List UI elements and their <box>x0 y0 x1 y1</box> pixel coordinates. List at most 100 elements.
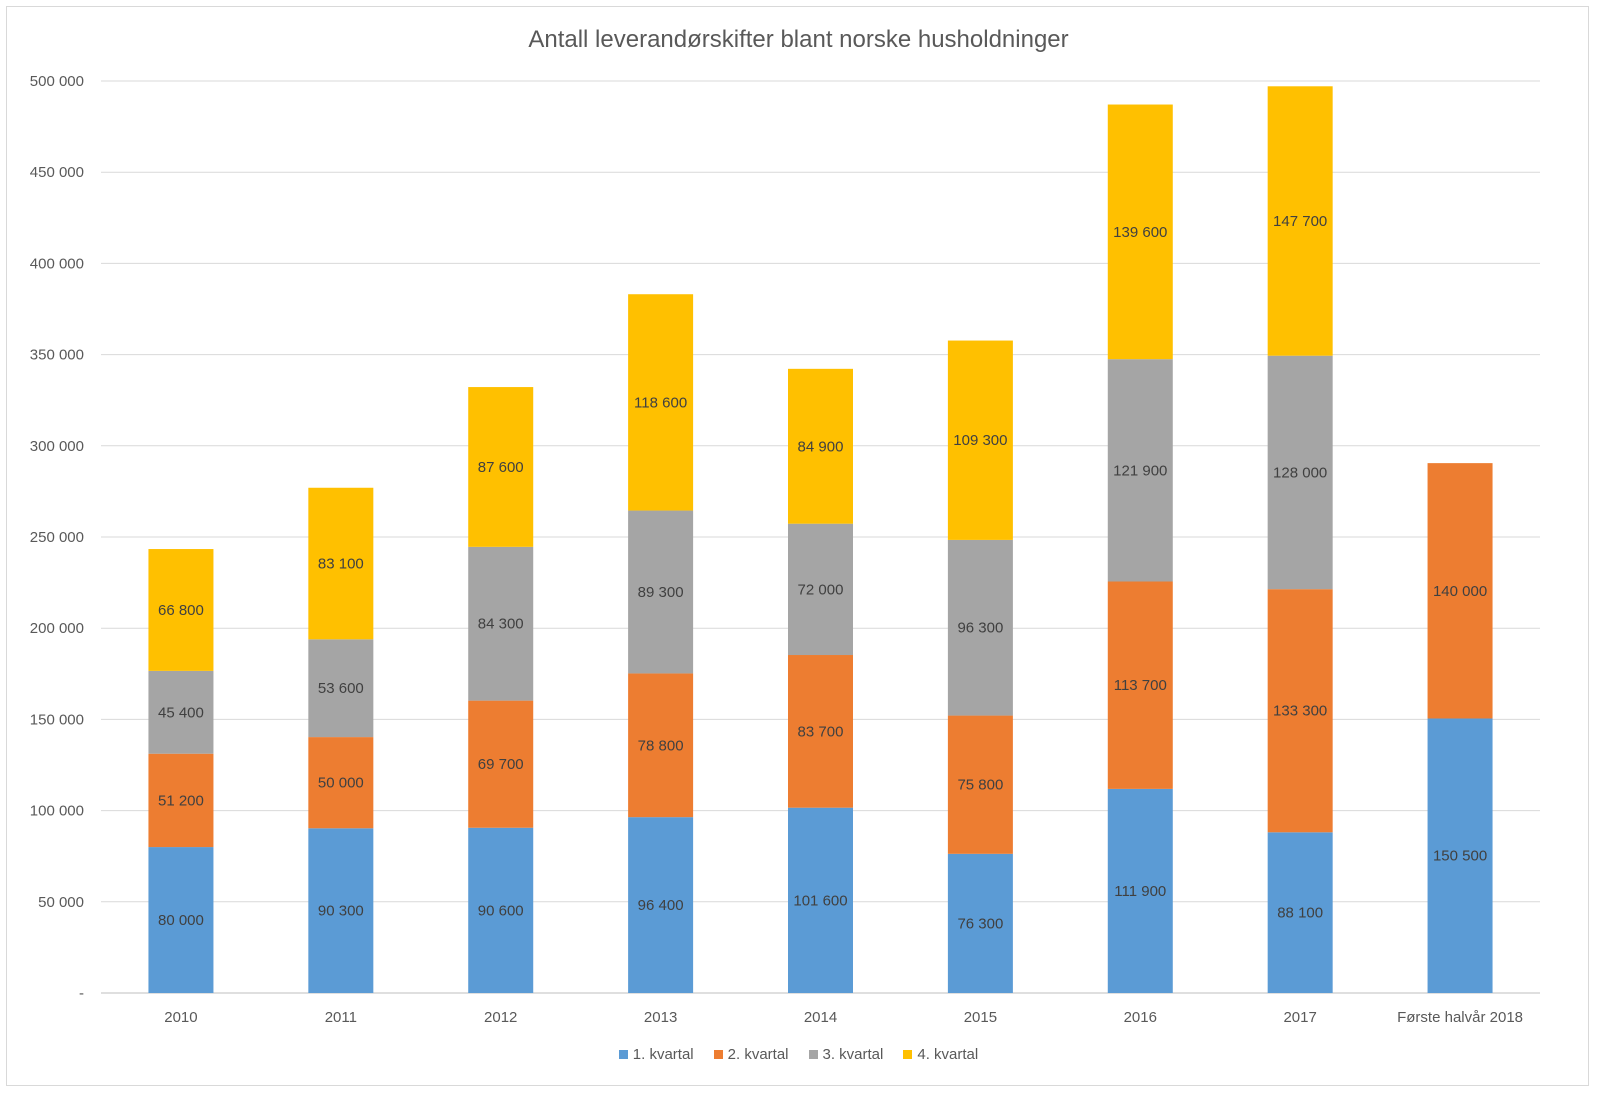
x-tick-label: 2010 <box>164 1009 197 1026</box>
legend-item: 2. kvartal <box>713 1046 789 1063</box>
data-label: 51 200 <box>158 792 204 809</box>
legend-item: 1. kvartal <box>618 1046 694 1063</box>
bar-3-kvartal <box>1267 355 1333 590</box>
bar-1-kvartal <box>308 828 374 993</box>
y-tick-label: 400 000 <box>30 255 84 272</box>
data-label: 72 000 <box>798 581 844 598</box>
data-label: 45 400 <box>158 704 204 721</box>
data-label: 121 900 <box>1113 462 1167 479</box>
y-tick-label: 250 000 <box>30 529 84 546</box>
data-label: 150 500 <box>1433 848 1487 865</box>
data-label: 84 900 <box>798 438 844 455</box>
y-tick-label: 500 000 <box>30 73 84 90</box>
bar-4-kvartal <box>1107 104 1173 360</box>
data-label: 53 600 <box>318 680 364 697</box>
bar-2-kvartal <box>1107 581 1173 789</box>
data-label: 101 600 <box>793 892 847 909</box>
data-label: 96 400 <box>638 897 684 914</box>
bar-2-kvartal <box>148 753 214 848</box>
x-tick-label: 2013 <box>644 1009 677 1026</box>
bar-3-kvartal <box>1107 359 1173 582</box>
data-label: 76 300 <box>957 915 1003 932</box>
bar-4-kvartal <box>788 368 853 524</box>
bar-4-kvartal <box>947 340 1013 540</box>
data-label: 75 800 <box>957 777 1003 794</box>
data-label: 83 700 <box>798 723 844 740</box>
bar-4-kvartal <box>308 487 374 640</box>
data-label: 69 700 <box>478 756 524 773</box>
bar-4-kvartal <box>1267 86 1333 356</box>
data-label: 89 300 <box>638 584 684 601</box>
data-label: 133 300 <box>1273 703 1327 720</box>
data-label: 113 700 <box>1114 677 1167 694</box>
legend-swatch <box>618 1050 628 1059</box>
bar-4-kvartal <box>468 387 534 547</box>
legend-label: 2. kvartal <box>727 1046 789 1063</box>
bar-4-kvartal <box>628 294 694 511</box>
x-tick-label: Første halvår 2018 <box>1397 1009 1523 1026</box>
bar-3-kvartal <box>148 670 214 754</box>
bar-4-kvartal <box>148 549 214 671</box>
data-label: 128 000 <box>1273 464 1327 481</box>
data-label: 66 800 <box>158 602 204 619</box>
bar-1-kvartal <box>148 847 214 993</box>
bar-1-kvartal <box>1427 718 1493 993</box>
bar-3-kvartal <box>308 639 374 738</box>
bar-2-kvartal <box>1267 589 1333 833</box>
data-label: 78 800 <box>638 737 684 754</box>
bar-1-kvartal <box>1107 788 1173 993</box>
data-label: 90 300 <box>318 903 364 920</box>
bar-3-kvartal <box>947 539 1013 716</box>
bar-1-kvartal <box>468 827 534 993</box>
data-label: 139 600 <box>1113 224 1167 241</box>
y-tick-label: 450 000 <box>30 164 84 181</box>
x-tick-label: 2017 <box>1283 1009 1316 1026</box>
data-label: 140 000 <box>1433 583 1487 600</box>
bar-1-kvartal <box>628 817 694 993</box>
y-tick-label: - <box>79 985 84 1002</box>
data-label: 87 600 <box>478 459 524 476</box>
y-tick-label: 100 000 <box>30 803 84 820</box>
bar-2-kvartal <box>1427 463 1493 719</box>
data-label: 111 900 <box>1114 883 1166 900</box>
legend-item: 3. kvartal <box>808 1046 884 1063</box>
bar-3-kvartal <box>468 546 534 701</box>
data-label: 80 000 <box>158 912 204 929</box>
bar-1-kvartal <box>947 853 1013 993</box>
data-label: 84 300 <box>478 616 524 633</box>
y-tick-label: 200 000 <box>30 620 84 637</box>
x-tick-label: 2012 <box>484 1009 517 1026</box>
legend-swatch <box>713 1050 723 1059</box>
chart-title: Antall leverandørskifter blant norske hu… <box>528 26 1069 53</box>
x-tick-label: 2015 <box>964 1009 997 1026</box>
data-label: 83 100 <box>318 556 364 573</box>
bar-3-kvartal <box>788 523 853 656</box>
y-tick-label: 150 000 <box>30 711 84 728</box>
bar-1-kvartal <box>788 807 853 993</box>
legend-swatch <box>903 1050 913 1059</box>
legend-item: 4. kvartal <box>903 1046 978 1063</box>
x-tick-label: 2014 <box>804 1009 837 1026</box>
data-label: 88 100 <box>1277 905 1323 922</box>
data-label: 50 000 <box>318 775 364 792</box>
legend-label: 4. kvartal <box>917 1046 979 1063</box>
bar-2-kvartal <box>628 673 694 818</box>
y-tick-label: 300 000 <box>30 438 84 455</box>
data-label: 90 600 <box>478 902 524 919</box>
legend-label: 3. kvartal <box>822 1046 884 1063</box>
y-tick-label: 50 000 <box>38 894 84 911</box>
x-tick-label: 2011 <box>325 1009 357 1026</box>
x-tick-label: 2016 <box>1124 1009 1157 1026</box>
chart-legend: 1. kvartal 2. kvartal 3. kvartal 4. kvartal <box>0 1046 1597 1063</box>
data-label: 147 700 <box>1273 213 1327 230</box>
bar-1-kvartal <box>1267 832 1333 993</box>
data-label: 118 600 <box>634 394 687 411</box>
bar-2-kvartal <box>947 715 1013 854</box>
data-label: 109 300 <box>953 432 1007 449</box>
bar-3-kvartal <box>628 510 694 674</box>
bar-2-kvartal <box>308 737 374 829</box>
bar-2-kvartal <box>468 700 534 828</box>
legend-swatch <box>808 1050 818 1059</box>
legend-label: 1. kvartal <box>632 1046 694 1063</box>
